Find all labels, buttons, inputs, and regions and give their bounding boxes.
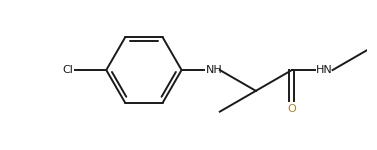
Text: Cl: Cl: [62, 65, 73, 75]
Text: NH: NH: [205, 65, 222, 75]
Text: HN: HN: [316, 65, 333, 75]
Text: O: O: [288, 104, 296, 114]
